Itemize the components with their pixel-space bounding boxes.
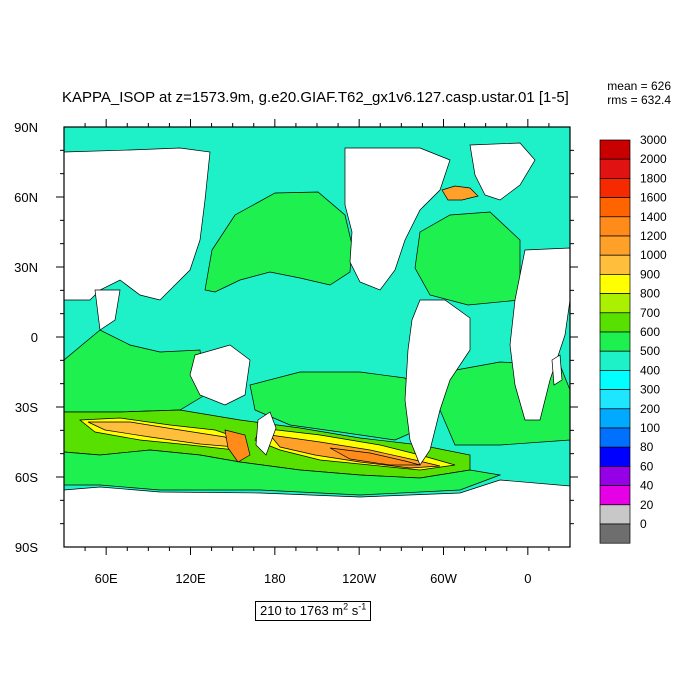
colorbar-swatch [599, 235, 631, 256]
colorbar-label: 200 [640, 402, 660, 416]
colorbar-label: 3000 [640, 133, 667, 147]
colorbar-swatch [599, 350, 631, 371]
land-antarctica [64, 479, 570, 547]
atlantic-region [414, 211, 521, 306]
x-tick-label: 120W [342, 571, 377, 586]
colorbar-label: 20 [640, 498, 654, 512]
colorbar-label: 300 [640, 383, 660, 397]
land-africa [509, 247, 570, 421]
colorbar-label: 1600 [640, 191, 667, 205]
colorbar-swatch [599, 274, 631, 294]
range-unit-exp1: 2 [343, 601, 349, 612]
colorbar-swatch [599, 485, 631, 506]
y-tick-label: 30S [15, 400, 38, 415]
colorbar-swatch [599, 178, 631, 198]
land-australia [189, 344, 251, 406]
colorbar-label: 1200 [640, 229, 667, 243]
colorbar-swatch [599, 254, 631, 275]
labrador-orange [441, 185, 479, 201]
colorbar-swatch [599, 197, 631, 218]
range-unit-exp2: -1 [358, 601, 367, 612]
colorbar-swatch [599, 216, 631, 237]
colorbar-swatch [599, 312, 631, 333]
x-tick-label: 60E [95, 571, 118, 586]
chart-title: KAPPA_ISOP at z=1573.9m, g.e20.GIAF.T62_… [62, 89, 569, 106]
colorbar-swatch [599, 504, 631, 525]
y-tick-label: 90N [14, 120, 38, 135]
rms-stat: rms = 632.4 [607, 93, 671, 107]
colorbar-label: 700 [640, 306, 660, 320]
colorbar-swatch [599, 293, 631, 314]
land-south-america [404, 299, 471, 466]
colorbar-label: 500 [640, 344, 660, 358]
y-tick-label: 60S [15, 470, 38, 485]
colorbar-swatch [599, 427, 631, 448]
y-tick-label: 0 [31, 330, 38, 345]
land-greenland [469, 142, 536, 201]
colorbar-label: 0 [640, 517, 647, 531]
colorbar-label: 100 [640, 421, 660, 435]
colorbar-label: 60 [640, 459, 654, 473]
x-tick-label: 180 [264, 571, 286, 586]
y-tick-label: 60N [14, 190, 38, 205]
colorbar-label: 2000 [640, 152, 667, 166]
land-new-zealand [255, 411, 277, 456]
y-tick-label: 90S [15, 540, 38, 555]
colorbar-label: 40 [640, 479, 654, 493]
x-tick-label: 0 [524, 571, 531, 586]
colorbar-label: 900 [640, 267, 660, 281]
x-tick-label: 120E [175, 571, 206, 586]
land-india [94, 289, 121, 331]
mean-stat: mean = 626 [607, 79, 671, 93]
colorbar-swatch [599, 139, 631, 160]
range-text: 210 to 1763 m [260, 603, 344, 618]
land-eurasia [64, 147, 211, 301]
colorbar-label: 80 [640, 440, 654, 454]
map-panel [64, 127, 570, 547]
colorbar-label: 1000 [640, 248, 667, 262]
y-tick-label: 30N [14, 260, 38, 275]
colorbar-swatch [599, 370, 631, 390]
x-axis-labels: 60E 120E 180 120W 60W 0 [95, 571, 532, 586]
axis-ticks [56, 119, 578, 555]
colorbar-swatch [599, 331, 631, 352]
range-mid: s [348, 603, 359, 618]
colorbar-swatch [599, 446, 631, 467]
land-north-america [344, 147, 451, 291]
colorbar-swatch [599, 158, 631, 179]
x-tick-label: 60W [430, 571, 457, 586]
land-madagascar [551, 354, 563, 386]
colorbar-label: 1800 [640, 171, 667, 185]
colorbar-label: 400 [640, 363, 660, 377]
colorbar-swatch [599, 466, 631, 486]
range-label: 210 to 1763 m2 s-1 [255, 601, 372, 621]
colorbar-label: 600 [640, 325, 660, 339]
southern-ocean-outer [64, 449, 502, 496]
acc-east-orange [224, 429, 251, 463]
colorbar-swatch [599, 523, 631, 544]
colorbar-label: 1400 [640, 210, 667, 224]
y-axis-labels: 90N 60N 30N 0 30S 60S 90S [14, 120, 38, 555]
colorbar-swatch [599, 408, 631, 429]
colorbar: 3000200018001600140012001000900800700600… [599, 133, 667, 544]
colorbar-swatch [599, 389, 631, 410]
colorbar-label: 800 [640, 287, 660, 301]
